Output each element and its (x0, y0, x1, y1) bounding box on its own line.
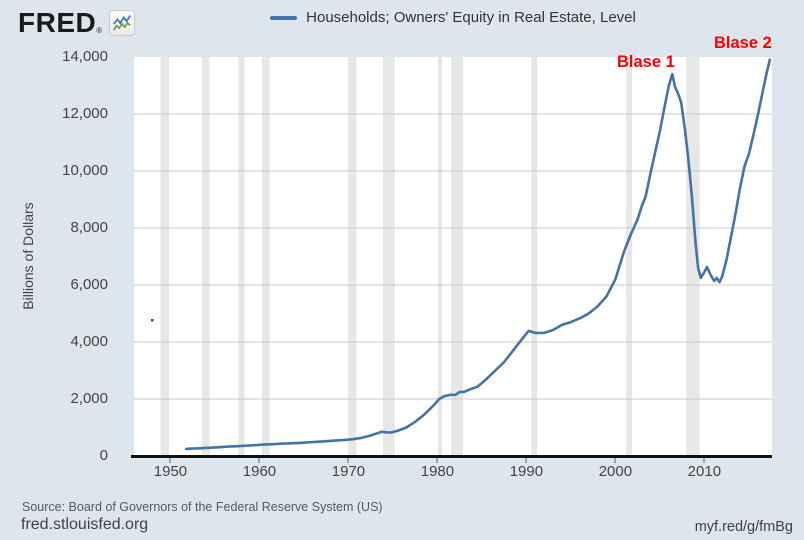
recession-band (238, 57, 245, 456)
x-tick-mark (614, 458, 617, 463)
data-line-owners-equity (184, 58, 772, 451)
legend-series-label: Households; Owners' Equity in Real Estat… (306, 9, 636, 26)
y-tick-label: 8,000 (70, 219, 108, 236)
recession-band (437, 57, 443, 456)
y-tick-label: 6,000 (70, 276, 108, 293)
x-tick-label: 1960 (242, 463, 277, 480)
x-tick-label: 1990 (509, 463, 544, 480)
x-tick-mark (347, 458, 350, 463)
y-axis-title: Billions of Dollars (20, 202, 36, 310)
x-tick-mark (258, 458, 261, 463)
y-tick-label: 2,000 (70, 390, 108, 407)
x-tick-mark (436, 458, 439, 463)
x-tick-label: 2000 (598, 463, 633, 480)
y-tick-label: 10,000 (62, 162, 108, 179)
recession-band (451, 57, 464, 456)
recession-band (626, 57, 633, 456)
x-tick-label: 2010 (687, 463, 722, 480)
x-tick-label: 1970 (331, 463, 366, 480)
x-axis-line (131, 455, 772, 458)
legend-line-swatch (270, 15, 298, 20)
fred-url[interactable]: fred.stlouisfed.org (21, 516, 149, 533)
x-tick-mark (525, 458, 528, 463)
fred-logo-text: FRED (18, 7, 97, 38)
y-tick-label: 0 (99, 447, 108, 464)
stray-dot (151, 319, 154, 322)
chart-line-svg (134, 57, 772, 456)
recession-band (262, 57, 270, 456)
recession-band (201, 57, 210, 456)
annotation-blase-2: Blase 2 (714, 34, 772, 52)
annotation-blase-1: Blase 1 (617, 53, 675, 71)
short-link-url[interactable]: myf.red/g/fmBg (694, 519, 793, 535)
recession-band (531, 57, 538, 456)
y-tick-label: 14,000 (62, 48, 108, 65)
fred-logo: FRED ® (18, 7, 136, 38)
fred-logo-registered-mark: ® (96, 26, 103, 35)
recession-band (382, 57, 395, 456)
recession-band (686, 57, 700, 456)
x-tick-mark (169, 458, 172, 463)
y-tick-label: 12,000 (62, 105, 108, 122)
source-attribution: Source: Board of Governors of the Federa… (22, 500, 383, 514)
chart-plot-area[interactable] (134, 57, 772, 456)
chart-legend: Households; Owners' Equity in Real Estat… (134, 9, 772, 26)
x-tick-label: 1950 (153, 463, 188, 480)
recession-band (160, 57, 169, 456)
recession-band (348, 57, 357, 456)
fred-sparkline-icon (109, 10, 136, 36)
x-tick-mark (703, 458, 706, 463)
y-tick-label: 4,000 (70, 333, 108, 350)
x-tick-label: 1980 (420, 463, 455, 480)
